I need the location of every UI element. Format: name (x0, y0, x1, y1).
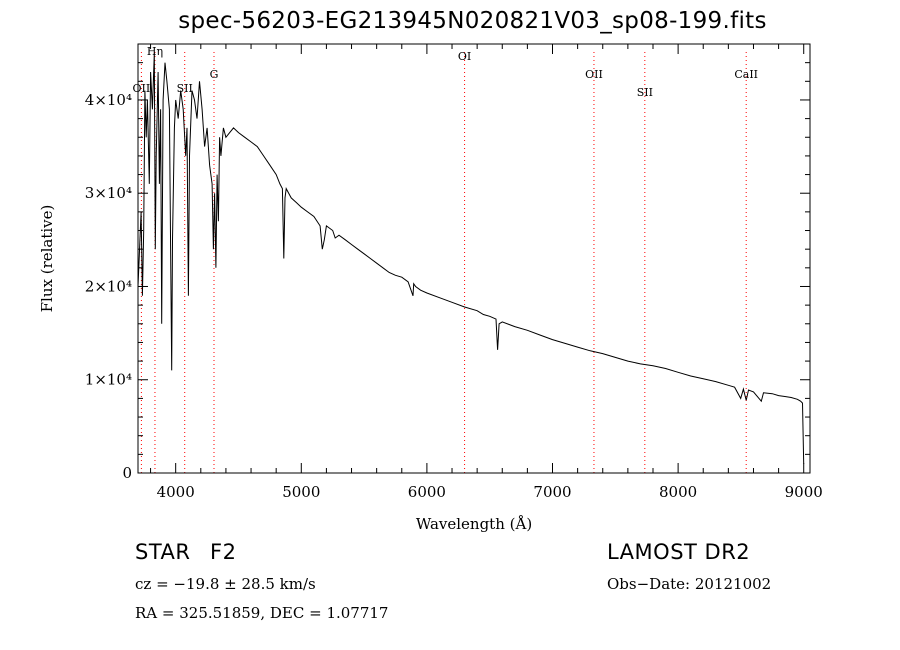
survey-name: LAMOST DR2 (607, 540, 751, 564)
y-tick-label: 4×10⁴ (85, 91, 132, 109)
x-tick-label: 7000 (533, 483, 571, 501)
line-label: SII (637, 86, 653, 99)
chart-title: spec-56203-EG213945N020821V03_sp08-199.f… (178, 8, 767, 34)
object-class: STAR (135, 540, 191, 564)
obs-date: Obs−Date: 20121002 (607, 575, 772, 593)
y-tick-label: 1×10⁴ (85, 371, 132, 389)
y-tick-label: 3×10⁴ (85, 184, 132, 202)
redshift-readout: cz = −19.8 ± 28.5 km/s (135, 575, 316, 593)
x-tick-label: 8000 (659, 483, 697, 501)
y-tick-label: 2×10⁴ (85, 277, 132, 295)
line-label: G (210, 68, 219, 81)
y-tick-label: 0 (122, 464, 132, 482)
x-axis-label: Wavelength (Å) (416, 515, 532, 533)
y-axis-label: Flux (relative) (38, 205, 56, 313)
coordinates-readout: RA = 325.51859, DEC = 1.07717 (135, 604, 389, 622)
spectrum-series (137, 53, 805, 464)
line-label: Hη (147, 45, 163, 58)
line-label: OII (133, 82, 151, 95)
subclass: F2 (210, 540, 237, 564)
y-axis: 0 1×10⁴ 2×10⁴ 3×10⁴ 4×10⁴ (85, 62, 810, 482)
line-markers (140, 52, 747, 473)
line-labels: Hη OII SII G OI OII SII CaII (133, 45, 758, 99)
x-tick-label: 4000 (157, 483, 195, 501)
x-tick-label: 9000 (785, 483, 823, 501)
line-label: OI (458, 50, 471, 63)
line-label: SII (177, 82, 193, 95)
x-tick-label: 6000 (408, 483, 446, 501)
x-axis: 4000 5000 6000 7000 8000 9000 (150, 44, 823, 501)
plot-frame (137, 43, 811, 474)
x-tick-label: 5000 (282, 483, 320, 501)
line-label: CaII (734, 68, 758, 81)
line-label: OII (585, 68, 603, 81)
